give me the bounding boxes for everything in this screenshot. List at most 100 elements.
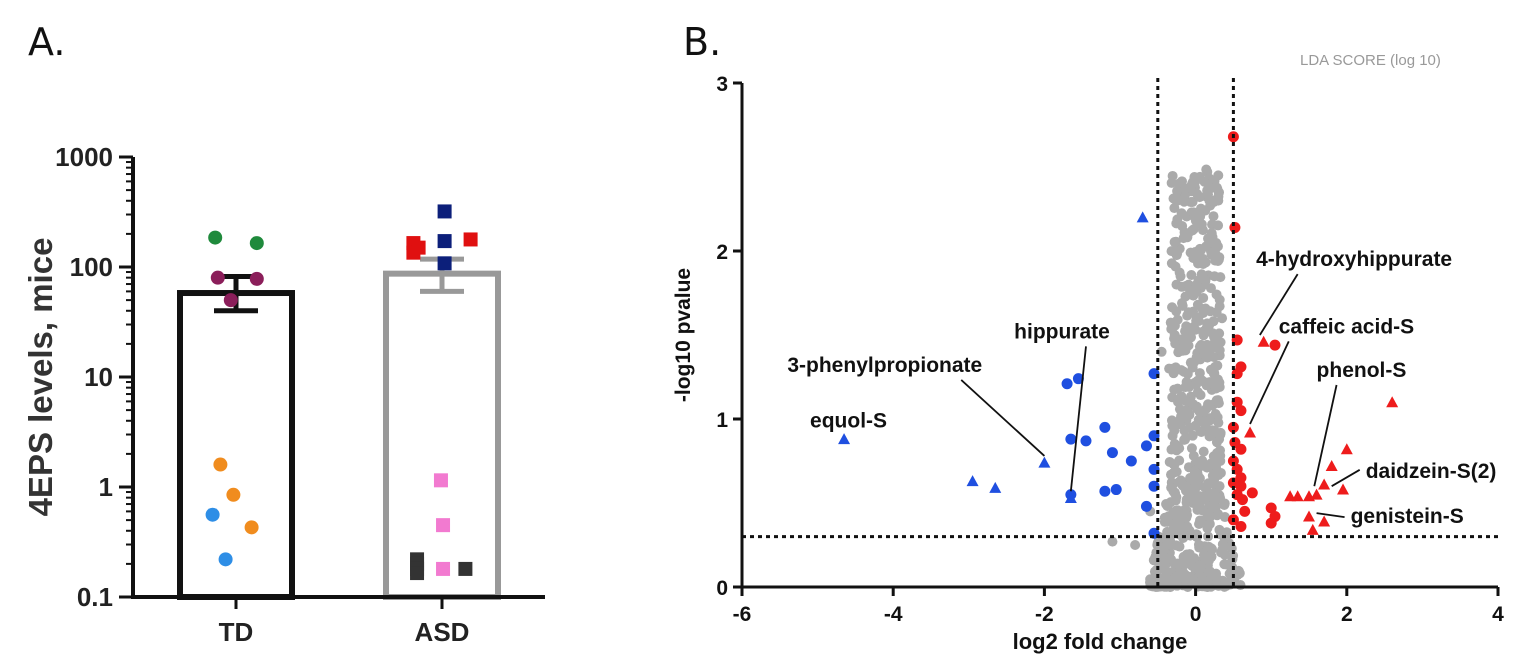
- data-point-circle: [249, 271, 264, 286]
- annotation-label: genistein-S: [1351, 505, 1464, 528]
- data-point-ns: [1172, 186, 1183, 197]
- data-point-ns: [1234, 566, 1245, 577]
- data-point-ns: [1214, 381, 1225, 392]
- data-point-ns: [1172, 383, 1183, 394]
- annotation-leader-line: [1249, 340, 1290, 425]
- data-point-ns: [1203, 541, 1214, 552]
- data-point-down: [966, 475, 979, 487]
- data-point-ns: [1215, 492, 1226, 503]
- data-point-square: [437, 256, 452, 271]
- data-point-down: [1106, 447, 1118, 459]
- data-point-down: [838, 433, 851, 445]
- annotation-leader-line: [1331, 469, 1361, 487]
- data-point-square: [437, 204, 452, 219]
- data-point-up: [1244, 426, 1257, 438]
- data-point-ns: [1166, 482, 1177, 493]
- data-point-up: [1303, 510, 1315, 522]
- data-point-ns: [1213, 195, 1224, 206]
- data-point-ns: [1167, 302, 1178, 313]
- x-tick-label: ASD: [415, 617, 470, 647]
- data-point-up: [1318, 515, 1331, 527]
- annotation-leader-line: [1259, 273, 1299, 336]
- data-point-ns: [1107, 536, 1118, 547]
- data-point-ns: [1161, 567, 1172, 578]
- data-point-ns: [1201, 326, 1212, 337]
- data-point-ns: [1182, 521, 1193, 532]
- data-point-ns: [1180, 291, 1191, 302]
- data-point-ns: [1173, 558, 1184, 569]
- data-point-circle: [208, 230, 223, 245]
- annotation-label: phenol-S: [1317, 359, 1407, 382]
- data-point-ns: [1192, 299, 1203, 310]
- x-tick-label: -6: [733, 603, 752, 626]
- data-point-square: [458, 561, 473, 576]
- data-point-ns: [1188, 322, 1199, 333]
- data-point-ns: [1205, 237, 1216, 248]
- y-tick-label: 0: [716, 577, 728, 600]
- data-point-ns: [1178, 551, 1189, 562]
- data-point-up: [1306, 523, 1319, 535]
- data-point-up: [1235, 480, 1247, 492]
- data-point-ns: [1214, 301, 1225, 312]
- annotation-label: equol-S: [810, 409, 887, 432]
- data-point-ns: [1171, 195, 1182, 206]
- data-point-up: [1265, 517, 1277, 529]
- y-tick-label: 100: [70, 252, 113, 282]
- data-point-down: [1125, 455, 1137, 467]
- data-point-up: [1265, 502, 1277, 514]
- y-tick-label: 1: [716, 409, 728, 432]
- data-point-square: [433, 473, 448, 488]
- y-tick-label: 0.1: [77, 582, 113, 612]
- y-axis-label: 4EPS levels, mice: [22, 238, 59, 517]
- data-point-ns: [1211, 437, 1222, 448]
- data-point-down: [1072, 373, 1084, 385]
- data-point-ns: [1214, 345, 1225, 356]
- data-point-circle: [218, 552, 233, 567]
- data-point-ns: [1198, 308, 1209, 319]
- data-point-down: [1099, 421, 1111, 433]
- data-point-ns: [1169, 333, 1180, 344]
- data-point-ns: [1209, 271, 1220, 282]
- x-tick-label: 0: [1190, 603, 1202, 626]
- data-point-ns: [1178, 233, 1189, 244]
- data-point-up: [1337, 483, 1350, 495]
- data-point-ns: [1168, 459, 1179, 470]
- data-point-circle: [205, 507, 220, 522]
- y-tick-label: 10: [84, 362, 113, 392]
- data-point-ns: [1189, 171, 1200, 182]
- data-point-up: [1246, 487, 1258, 499]
- data-point-ns: [1213, 220, 1224, 231]
- x-tick-label: -4: [884, 603, 903, 626]
- y-axis-label: -log10 pvalue: [672, 268, 695, 402]
- data-point-square: [437, 234, 452, 249]
- x-tick-label: TD: [219, 617, 254, 647]
- data-point-ns: [1197, 504, 1208, 515]
- panel-a-label: A.: [28, 20, 66, 64]
- chart-header-text: LDA SCORE (log 10): [1300, 52, 1441, 69]
- data-point-up: [1227, 455, 1239, 467]
- annotation-label: caffeic acid-S: [1279, 315, 1414, 338]
- data-point-ns: [1165, 539, 1176, 550]
- data-point-down: [1110, 484, 1122, 496]
- annotation-leader-line: [1069, 346, 1087, 492]
- data-point-ns: [1194, 406, 1205, 417]
- data-point-ns: [1197, 225, 1208, 236]
- data-point-up: [1386, 396, 1399, 408]
- data-point-ns: [1193, 539, 1204, 550]
- data-point-ns: [1204, 431, 1215, 442]
- data-point-circle: [210, 270, 225, 285]
- data-point-ns: [1212, 374, 1223, 385]
- data-point-ns: [1206, 343, 1217, 354]
- data-point-ns: [1156, 346, 1167, 357]
- data-point-ns: [1207, 470, 1218, 481]
- data-point-ns: [1193, 414, 1204, 425]
- annotation-label: 4-hydroxyhippurate: [1256, 248, 1452, 271]
- data-point-ns: [1182, 410, 1193, 421]
- data-point-ns: [1130, 540, 1141, 550]
- data-point-up: [1257, 335, 1270, 347]
- data-point-down: [989, 481, 1002, 493]
- data-point-ns: [1192, 387, 1203, 398]
- data-point-up: [1284, 490, 1297, 502]
- data-point-ns: [1179, 196, 1190, 207]
- data-point-ns: [1205, 511, 1216, 522]
